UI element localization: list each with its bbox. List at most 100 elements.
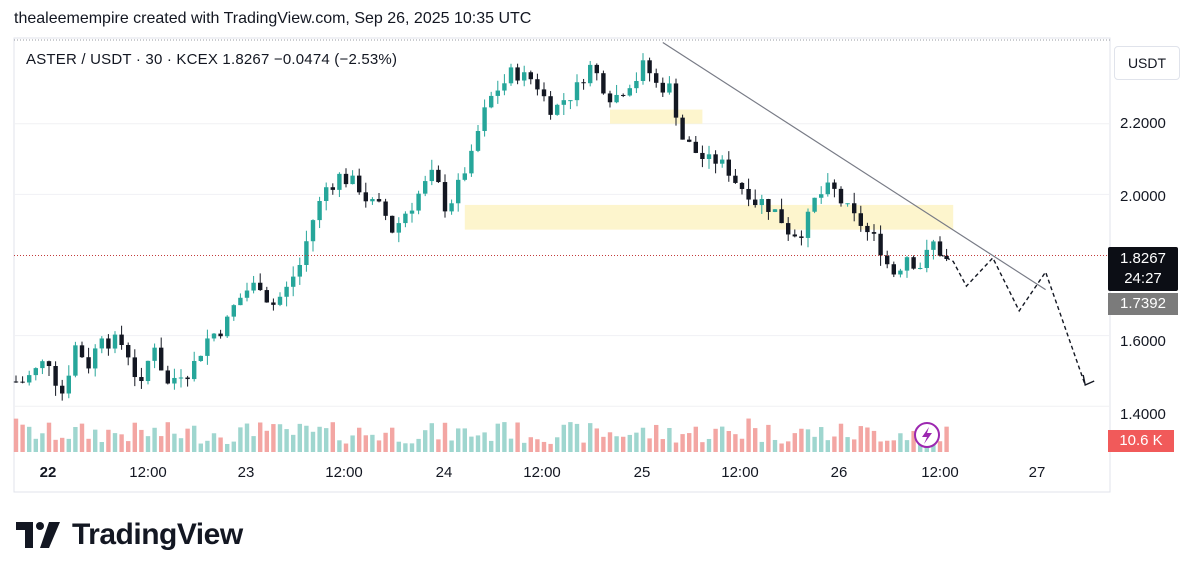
volume-bar [700, 442, 705, 452]
candle-body [878, 233, 883, 256]
candle-body [390, 215, 395, 233]
volume-bar [390, 427, 395, 452]
candle-body [469, 150, 474, 174]
volume-bar [126, 441, 131, 452]
volume-bar [376, 440, 382, 452]
candle-body [231, 305, 236, 317]
volume-bar [627, 434, 632, 452]
candle-body [772, 209, 778, 212]
volume-bar [449, 440, 454, 452]
candle-body [627, 88, 632, 96]
volume-bar [185, 428, 190, 452]
volume-bar [654, 424, 659, 452]
y-tick-label: 2.0000 [1120, 188, 1166, 205]
volume-bar [495, 423, 500, 452]
candle-body [508, 67, 514, 84]
candle-body [495, 90, 500, 96]
candle-body [198, 355, 203, 361]
candle-body [159, 347, 164, 371]
candle-body [284, 286, 289, 297]
candle-body [535, 79, 540, 90]
candle-body [46, 361, 52, 367]
volume-bar [462, 428, 467, 452]
candle-body [277, 296, 283, 305]
candle-body [515, 67, 520, 81]
candle-body [205, 338, 210, 356]
volume-bar [159, 436, 164, 452]
volume-bar [112, 433, 118, 452]
candle-body [713, 154, 718, 164]
candle-body [561, 100, 566, 105]
candle-body [462, 173, 467, 180]
volume-bar [264, 430, 269, 452]
candle-body [185, 377, 190, 380]
volume-bar [310, 431, 316, 452]
volume-bar [786, 441, 791, 452]
x-tick-label: 24 [435, 464, 453, 481]
candle-body [819, 194, 824, 198]
volume-bar [621, 436, 626, 452]
candle-body [13, 381, 19, 383]
candle-body [357, 175, 362, 193]
volume-bar [706, 438, 712, 452]
candle-body [317, 200, 322, 221]
x-tick-label: 12:00 [721, 464, 759, 481]
volume-bar [244, 423, 250, 452]
candle-body [363, 192, 368, 202]
candle-body [647, 60, 652, 74]
candle-body [20, 381, 25, 383]
volume-bar [165, 422, 170, 452]
x-tick-label: 23 [237, 464, 255, 481]
volume-bar [73, 426, 78, 452]
volume-bar [258, 422, 263, 452]
candle-body [838, 188, 844, 204]
candle-body [218, 333, 223, 337]
candle-body [799, 236, 804, 238]
candle-body [192, 360, 197, 380]
tradingview-wordmark: TradingView [72, 518, 243, 551]
volume-bar [436, 439, 441, 452]
candle-body [680, 117, 685, 140]
candle-body [812, 197, 817, 212]
candle-body [581, 82, 586, 84]
x-tick-label: 12:00 [129, 464, 167, 481]
volume-bar [812, 436, 817, 452]
candle-body [918, 267, 923, 269]
candle-body [99, 338, 104, 349]
volume-bar [475, 435, 481, 452]
candle-body [911, 257, 916, 269]
currency-unit-button[interactable]: USDT [1114, 46, 1180, 80]
volume-bar [673, 442, 679, 452]
volume-bar [885, 440, 890, 452]
candle-body [720, 159, 725, 164]
volume-bar [561, 424, 566, 452]
candle-body [238, 297, 243, 306]
candle-body [528, 72, 533, 80]
candle-body [667, 83, 672, 93]
volume-bar [944, 426, 949, 452]
candle-body [403, 213, 408, 224]
candle-body [607, 93, 613, 103]
candle-body [423, 181, 428, 194]
volume-bar [33, 438, 38, 452]
candle-body [310, 220, 316, 242]
candle-body [502, 83, 507, 91]
volume-bar [66, 438, 71, 452]
volume-bar [726, 431, 731, 452]
candle-body [601, 73, 606, 94]
volume-bar [792, 433, 797, 452]
volume-bar [350, 435, 355, 452]
candle-body [343, 173, 349, 185]
candle-body [482, 107, 487, 131]
candle-body [27, 375, 32, 383]
volume-bar [515, 422, 520, 452]
candle-body [871, 232, 877, 234]
volume-bar [409, 443, 415, 452]
candle-body [264, 290, 269, 303]
volume-bar [132, 422, 137, 452]
volume-bar [746, 418, 751, 452]
volume-bar [753, 428, 758, 452]
candle-body [759, 199, 764, 206]
candle-body [337, 173, 342, 190]
